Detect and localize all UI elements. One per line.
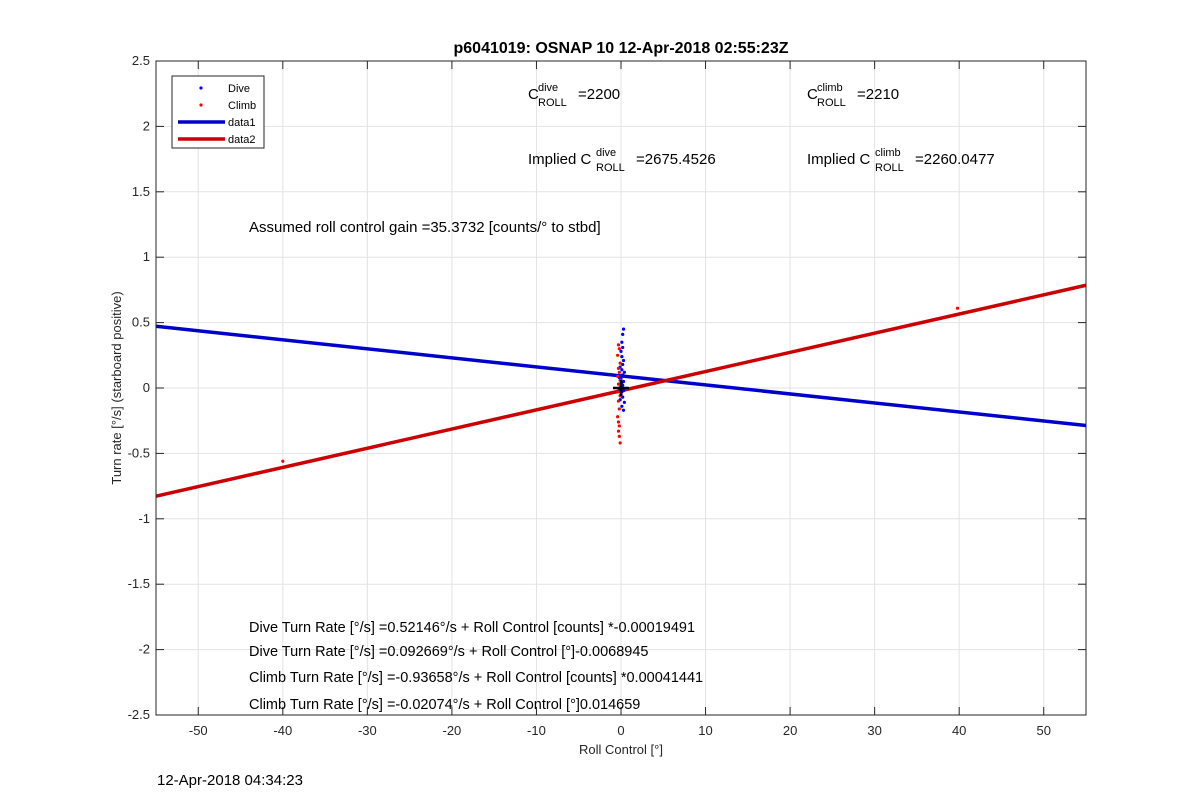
point-climb — [281, 459, 285, 463]
point-dive — [620, 340, 624, 344]
point-dive — [621, 332, 625, 336]
y-tick-label: -1.5 — [128, 576, 150, 591]
point-climb — [616, 415, 620, 419]
implied-dive-value: =2675.4526 — [636, 151, 716, 168]
point-dive — [621, 327, 626, 331]
roll-gain-annotation: Assumed roll control gain =35.3732 [coun… — [249, 219, 601, 236]
c-roll-dive-sub: ROLL — [538, 97, 567, 109]
point-dive — [620, 404, 624, 408]
legend-label-data2: data2 — [228, 134, 256, 146]
x-tick-label: -20 — [443, 723, 462, 738]
implied-climb-sup: climb — [875, 147, 901, 159]
annotation-c-roll-dive: C dive ROLL =2200 — [528, 82, 620, 109]
point-climb — [616, 429, 621, 433]
center-marker — [613, 380, 629, 396]
y-axis-label: Turn rate [°/s] (starboard positive) — [109, 291, 124, 484]
point-climb — [617, 370, 621, 374]
legend-box — [171, 75, 265, 149]
series-line-data1 — [155, 324, 1087, 428]
point-climb — [616, 420, 621, 424]
x-tick-label: 30 — [867, 723, 881, 738]
figure-timestamp: 12-Apr-2018 04:34:23 — [157, 772, 303, 789]
point-dive — [621, 358, 626, 363]
point-dive — [622, 370, 626, 374]
y-tick-label: -2.5 — [128, 707, 150, 722]
point-climb — [617, 434, 621, 438]
annotation-implied-dive: Implied C dive ROLL =2675.4526 — [528, 147, 716, 174]
point-dive — [619, 349, 623, 353]
point-climb — [617, 424, 621, 428]
c-roll-climb-sup: climb — [817, 82, 843, 94]
point-climb — [618, 441, 622, 445]
x-tick-label: -10 — [527, 723, 546, 738]
c-roll-climb-value: =2210 — [857, 86, 899, 103]
y-tick-label: 2.5 — [132, 53, 150, 68]
point-dive — [620, 355, 624, 359]
x-tick-label: -50 — [189, 723, 208, 738]
y-tick-label: 0.5 — [132, 315, 150, 330]
c-roll-climb-sub: ROLL — [817, 97, 846, 109]
legend-label-data1: data1 — [228, 117, 256, 129]
implied-dive-sub: ROLL — [596, 162, 625, 174]
point-dive — [620, 368, 624, 372]
point-dive — [621, 373, 625, 377]
fit-text-dive-counts: Dive Turn Rate [°/s] =0.52146°/s + Roll … — [249, 620, 695, 636]
fit-text-dive-degrees: Dive Turn Rate [°/s] =0.092669°/s + Roll… — [249, 644, 648, 660]
legend-marker-climb — [199, 103, 203, 107]
point-climb — [616, 390, 620, 394]
y-tick-label: 0 — [143, 380, 150, 395]
y-tick-label: 1.5 — [132, 184, 150, 199]
implied-climb-sub: ROLL — [875, 162, 904, 174]
chart-title: p6041019: OSNAP 10 12-Apr-2018 02:55:23Z — [454, 40, 789, 57]
c-roll-dive-base: C — [528, 86, 539, 103]
x-tick-label: 50 — [1036, 723, 1050, 738]
point-climb — [616, 374, 620, 378]
fit-text-climb-degrees: Climb Turn Rate [°/s] =-0.02074°/s + Rol… — [249, 697, 640, 713]
y-tick-label: -0.5 — [128, 445, 150, 460]
legend-marker-dive — [199, 86, 203, 90]
point-climb — [616, 343, 621, 347]
point-dive — [621, 345, 625, 350]
c-roll-dive-sup: dive — [538, 82, 558, 94]
implied-climb-value: =2260.0477 — [915, 151, 995, 168]
point-climb — [955, 306, 960, 310]
y-tick-label: -1 — [138, 511, 150, 526]
point-climb — [616, 399, 621, 403]
point-climb — [617, 347, 621, 351]
point-dive — [622, 400, 626, 404]
x-tick-label: -40 — [273, 723, 292, 738]
point-dive — [621, 362, 625, 367]
x-tick-label: 10 — [698, 723, 712, 738]
point-climb — [617, 407, 621, 411]
x-tick-label: 40 — [952, 723, 966, 738]
y-tick-label: 2 — [143, 118, 150, 133]
legend: Dive Climb data1 data2 — [171, 75, 265, 149]
annotation-implied-climb: Implied C climb ROLL =2260.0477 — [807, 147, 995, 174]
x-tick-label: -30 — [358, 723, 377, 738]
implied-dive-sup: dive — [596, 147, 616, 159]
point-climb — [616, 353, 620, 357]
point-climb — [618, 361, 622, 365]
y-tick-label: 1 — [143, 249, 150, 264]
annotation-c-roll-climb: C climb ROLL =2210 — [807, 82, 899, 109]
point-dive — [621, 408, 626, 412]
y-tick-label: -2 — [138, 642, 150, 657]
implied-dive-prefix: Implied C — [528, 151, 592, 168]
point-dive — [621, 395, 625, 399]
c-roll-dive-value: =2200 — [578, 86, 620, 103]
legend-label-climb: Climb — [228, 100, 256, 112]
implied-climb-prefix: Implied C — [807, 151, 871, 168]
point-climb — [616, 366, 621, 370]
fit-text-climb-counts: Climb Turn Rate [°/s] =-0.93658°/s + Rol… — [249, 670, 703, 686]
x-tick-label: 20 — [783, 723, 797, 738]
x-axis-label: Roll Control [°] — [579, 742, 663, 757]
c-roll-climb-base: C — [807, 86, 818, 103]
x-tick-label: 0 — [617, 723, 624, 738]
ticks: -50 -40 -30 -20 -10 0 10 20 30 40 50-2.5-2-1.5-1-0… — [128, 53, 1086, 738]
point-climb — [616, 382, 621, 386]
legend-label-dive: Dive — [228, 83, 250, 95]
